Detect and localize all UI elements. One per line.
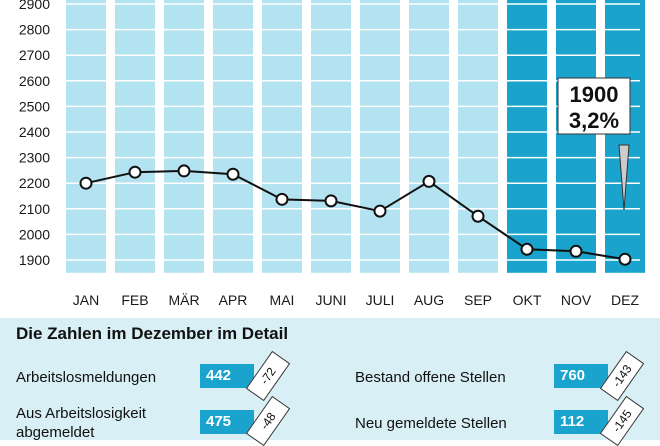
point-juli (373, 204, 387, 218)
callout-pointer (618, 144, 630, 211)
callout-box (557, 77, 631, 135)
x-tick-apr: APR (219, 292, 248, 308)
column-nov (556, 0, 596, 273)
y-tick-1900: 1900 (19, 252, 50, 268)
y-tick-2400: 2400 (19, 124, 50, 140)
point-nov (569, 244, 583, 258)
detail-panel: Die Zahlen im Dezember im Detail Arbeits… (0, 318, 660, 446)
point-jan (79, 176, 93, 190)
column-sep (458, 0, 498, 273)
column-juni (311, 0, 351, 273)
x-tick-juni: JUNI (315, 292, 346, 308)
point-okt (520, 242, 534, 256)
callout: 1900 3,2% (557, 77, 631, 211)
detail-label-arbeitslosmeldungen: Arbeitslosmeldungen (16, 369, 157, 386)
x-tick-feb: FEB (121, 292, 148, 308)
y-tick-2700: 2700 (19, 47, 50, 63)
callout-percent: 3,2% (569, 108, 619, 133)
y-tick-2300: 2300 (19, 150, 50, 166)
detail-label-bestand-offene-stellen: Bestand offene Stellen (355, 369, 506, 386)
x-tick-aug: AUG (414, 292, 444, 308)
monthly-chart: 1900 2000 2100 2200 2300 2400 2500 2600 2700 2800… (19, 0, 645, 308)
column-okt (507, 0, 547, 273)
y-tick-2000: 2000 (19, 226, 50, 242)
column-jan (66, 0, 106, 273)
y-tick-2500: 2500 (19, 98, 50, 114)
point-apr (226, 167, 240, 181)
point-juni (324, 194, 338, 208)
column-mai (262, 0, 302, 273)
y-tick-2600: 2600 (19, 73, 50, 89)
point-feb (128, 165, 142, 179)
column-juli (360, 0, 400, 273)
x-tick-dez: DEZ (611, 292, 639, 308)
x-tick-sep: SEP (464, 292, 492, 308)
y-tick-2100: 2100 (19, 201, 50, 217)
x-tick-okt: OKT (513, 292, 542, 308)
x-tick-juli: JULI (366, 292, 395, 308)
x-tick-jan: JAN (73, 292, 99, 308)
point-maer (177, 164, 191, 178)
column-apr (213, 0, 253, 273)
x-tick-maer: MÄR (168, 292, 199, 308)
column-dez (605, 0, 645, 273)
point-sep (471, 209, 485, 223)
y-tick-2800: 2800 (19, 22, 50, 38)
y-tick-2900: 2900 (19, 0, 50, 12)
point-aug (422, 174, 436, 188)
detail-title: Die Zahlen im Dezember im Detail (16, 324, 289, 343)
callout-value: 1900 (570, 82, 619, 107)
detail-value-neu-gemeldete-stellen: 112 (554, 410, 608, 434)
x-tick-mai: MAI (270, 292, 295, 308)
column-maer (164, 0, 204, 273)
y-tick-2200: 2200 (19, 175, 50, 191)
column-aug (409, 0, 449, 273)
detail-value-bestand-offene-stellen: 760 (554, 364, 608, 388)
detail-value-abgemeldet: 475 (200, 410, 254, 434)
column-feb (115, 0, 155, 273)
detail-label-abgemeldet: Aus Arbeitslosigkeit abgemeldet (16, 405, 147, 441)
point-dez (618, 252, 632, 266)
x-tick-nov: NOV (561, 292, 592, 308)
series-line (85, 169, 626, 261)
point-mai (275, 192, 289, 206)
detail-value-arbeitslosmeldungen: 442 (200, 364, 254, 388)
detail-label-neu-gemeldete-stellen: Neu gemeldete Stellen (355, 415, 507, 432)
